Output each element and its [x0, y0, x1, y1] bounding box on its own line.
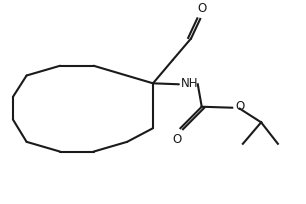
Text: O: O [173, 133, 182, 146]
Text: NH: NH [181, 77, 198, 90]
Text: O: O [197, 2, 206, 15]
Text: O: O [236, 100, 245, 113]
